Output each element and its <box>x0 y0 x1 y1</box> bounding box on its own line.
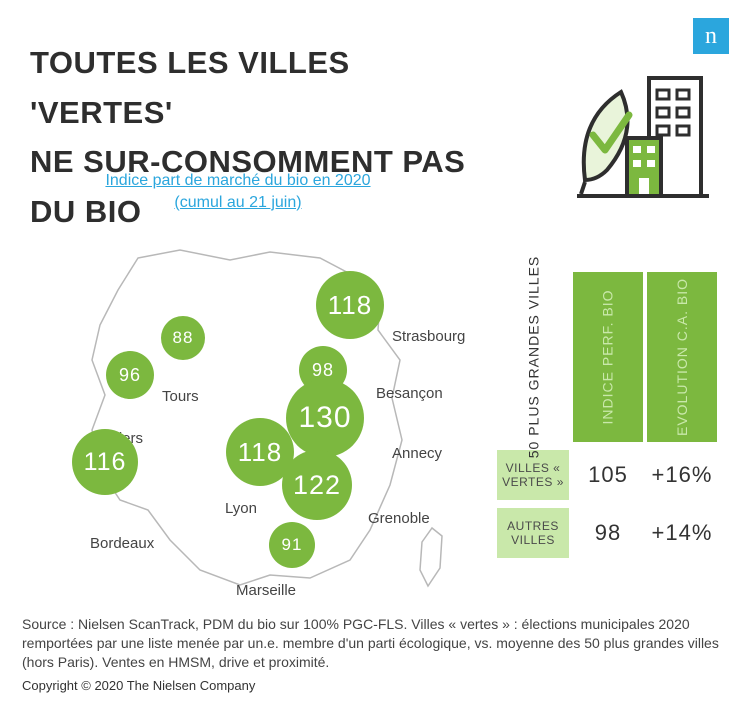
city-bubble-grenoble: 122 <box>282 450 352 520</box>
city-label-strasbourg: Strasbourg <box>392 328 465 345</box>
cell-autres-indice: 98 <box>573 508 643 558</box>
leaf-buildings-icon <box>557 60 717 220</box>
source-text: Source : Nielsen ScanTrack, PDM du bio s… <box>22 615 725 672</box>
cell-vertes-evol: +16% <box>647 450 717 500</box>
table-header-row: 50 PLUS GRANDES VILLES INDICE PERF. BIO … <box>497 272 717 442</box>
row-label-autres: AUTRES VILLES <box>497 508 569 558</box>
cell-vertes-indice: 105 <box>573 450 643 500</box>
city-label-tours: Tours <box>162 388 199 405</box>
france-map: 118Strasbourg98Besançon88Tours96Poitiers… <box>30 230 470 600</box>
city-label-grenoble: Grenoble <box>368 510 430 527</box>
city-label-bordeaux: Bordeaux <box>90 535 154 552</box>
city-label-lyon: Lyon <box>225 500 257 517</box>
subtitle-line1: Indice part de marché du bio en 2020 <box>105 172 370 189</box>
comparison-table: 50 PLUS GRANDES VILLES INDICE PERF. BIO … <box>497 272 717 558</box>
city-bubble-bordeaux: 116 <box>72 429 138 495</box>
city-label-marseille: Marseille <box>236 582 296 599</box>
table-axis-label: 50 PLUS GRANDES VILLES <box>497 272 569 442</box>
city-bubble-strasbourg: 118 <box>316 271 384 339</box>
copyright-text: Copyright © 2020 The Nielsen Company <box>22 677 725 695</box>
cell-autres-evol: +14% <box>647 508 717 558</box>
source-note: Source : Nielsen ScanTrack, PDM du bio s… <box>22 615 725 695</box>
nielsen-logo: n <box>693 18 729 54</box>
city-bubble-marseille: 91 <box>269 522 315 568</box>
city-bubble-poitiers: 96 <box>106 351 154 399</box>
city-label-annecy: Annecy <box>392 445 442 462</box>
table-col-2: EVOLUTION C.A. BIO <box>647 272 717 442</box>
city-label-besançon: Besançon <box>376 385 443 402</box>
city-bubble-tours: 88 <box>161 316 205 360</box>
city-bubble-annecy: 130 <box>286 379 364 457</box>
subtitle: Indice part de marché du bio en 2020 (cu… <box>78 170 398 213</box>
headline-line1: TOUTES LES VILLES 'VERTES' <box>30 38 490 137</box>
table-col-1: INDICE PERF. BIO <box>573 272 643 442</box>
subtitle-line2: (cumul au 21 juin) <box>174 194 301 211</box>
table-row: AUTRES VILLES 98 +14% <box>497 508 717 558</box>
